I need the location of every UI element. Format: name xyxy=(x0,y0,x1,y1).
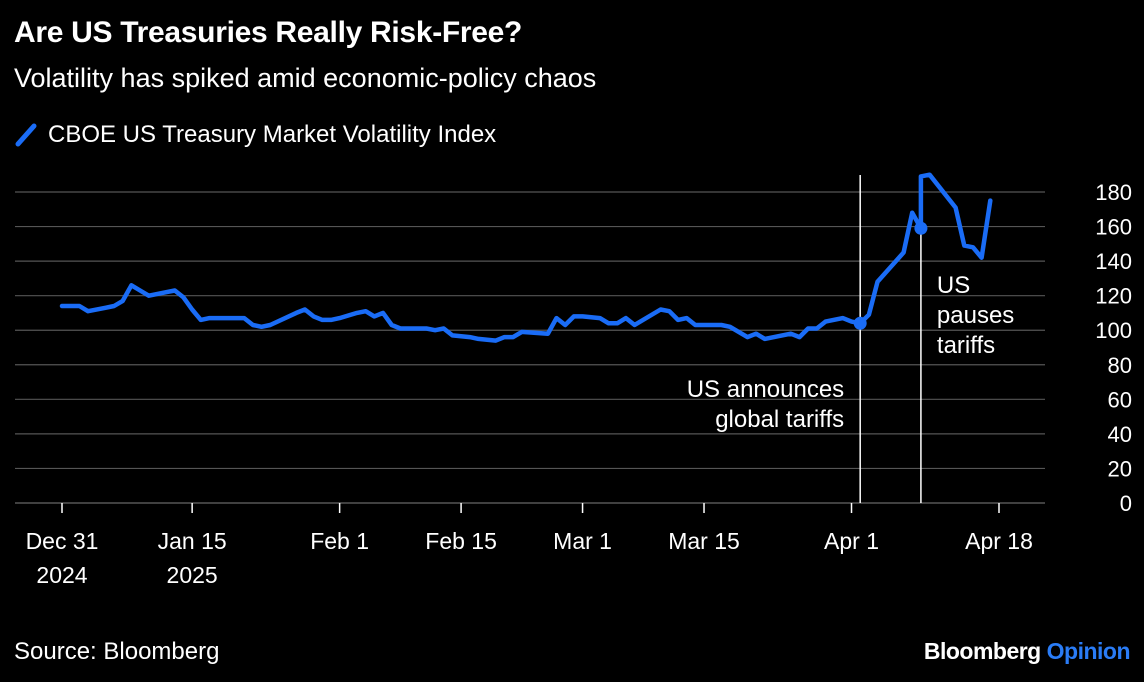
x-tick-label: Jan 15 xyxy=(158,528,227,554)
annotation-label: pauses xyxy=(937,302,1014,329)
y-tick-label: 80 xyxy=(1108,353,1132,378)
x-tick-label: Apr 1 xyxy=(824,528,879,554)
annotation-label: tariffs xyxy=(937,332,995,359)
series-line xyxy=(59,172,993,343)
y-tick-label: 160 xyxy=(1095,215,1132,240)
y-tick-label: 100 xyxy=(1095,318,1132,343)
annotation-marker xyxy=(914,221,928,235)
annotation-label: US announces xyxy=(687,376,844,403)
x-tick-label: Dec 31 xyxy=(26,528,99,554)
annotation-label: US xyxy=(937,272,970,299)
y-tick-label: 120 xyxy=(1095,284,1132,309)
chart-subtitle: Volatility has spiked amid economic-poli… xyxy=(14,63,597,93)
brand-logo: Bloomberg Opinion xyxy=(923,638,1131,665)
y-tick-label: 180 xyxy=(1095,180,1132,205)
chart-legend: CBOE US Treasury Market Volatility Index xyxy=(14,121,496,149)
chart-title: Are US Treasuries Really Risk-Free? xyxy=(14,16,523,49)
x-tick-label: Mar 1 xyxy=(553,528,612,554)
y-tick-label: 60 xyxy=(1108,387,1132,412)
x-tick-label: Feb 15 xyxy=(425,528,497,554)
x-tick-sublabel: 2024 xyxy=(36,562,87,588)
y-tick-label: 40 xyxy=(1108,422,1132,447)
x-tick-sublabel: 2025 xyxy=(167,562,218,588)
y-tick-label: 0 xyxy=(1120,491,1132,516)
legend-label: CBOE US Treasury Market Volatility Index xyxy=(48,121,497,148)
y-tick-label: 20 xyxy=(1108,456,1132,481)
brand-name: Bloomberg xyxy=(923,638,1041,664)
brand-accent: Opinion xyxy=(1046,638,1131,664)
legend-swatch-icon xyxy=(15,123,37,147)
annotation-label: global tariffs xyxy=(715,406,844,433)
y-tick-label: 140 xyxy=(1095,249,1132,274)
x-tick-label: Apr 18 xyxy=(965,528,1033,554)
x-tick-label: Feb 1 xyxy=(310,528,369,554)
x-tick-label: Mar 15 xyxy=(668,528,740,554)
annotation-marker xyxy=(853,316,867,330)
source-note: Source: Bloomberg xyxy=(14,638,220,665)
